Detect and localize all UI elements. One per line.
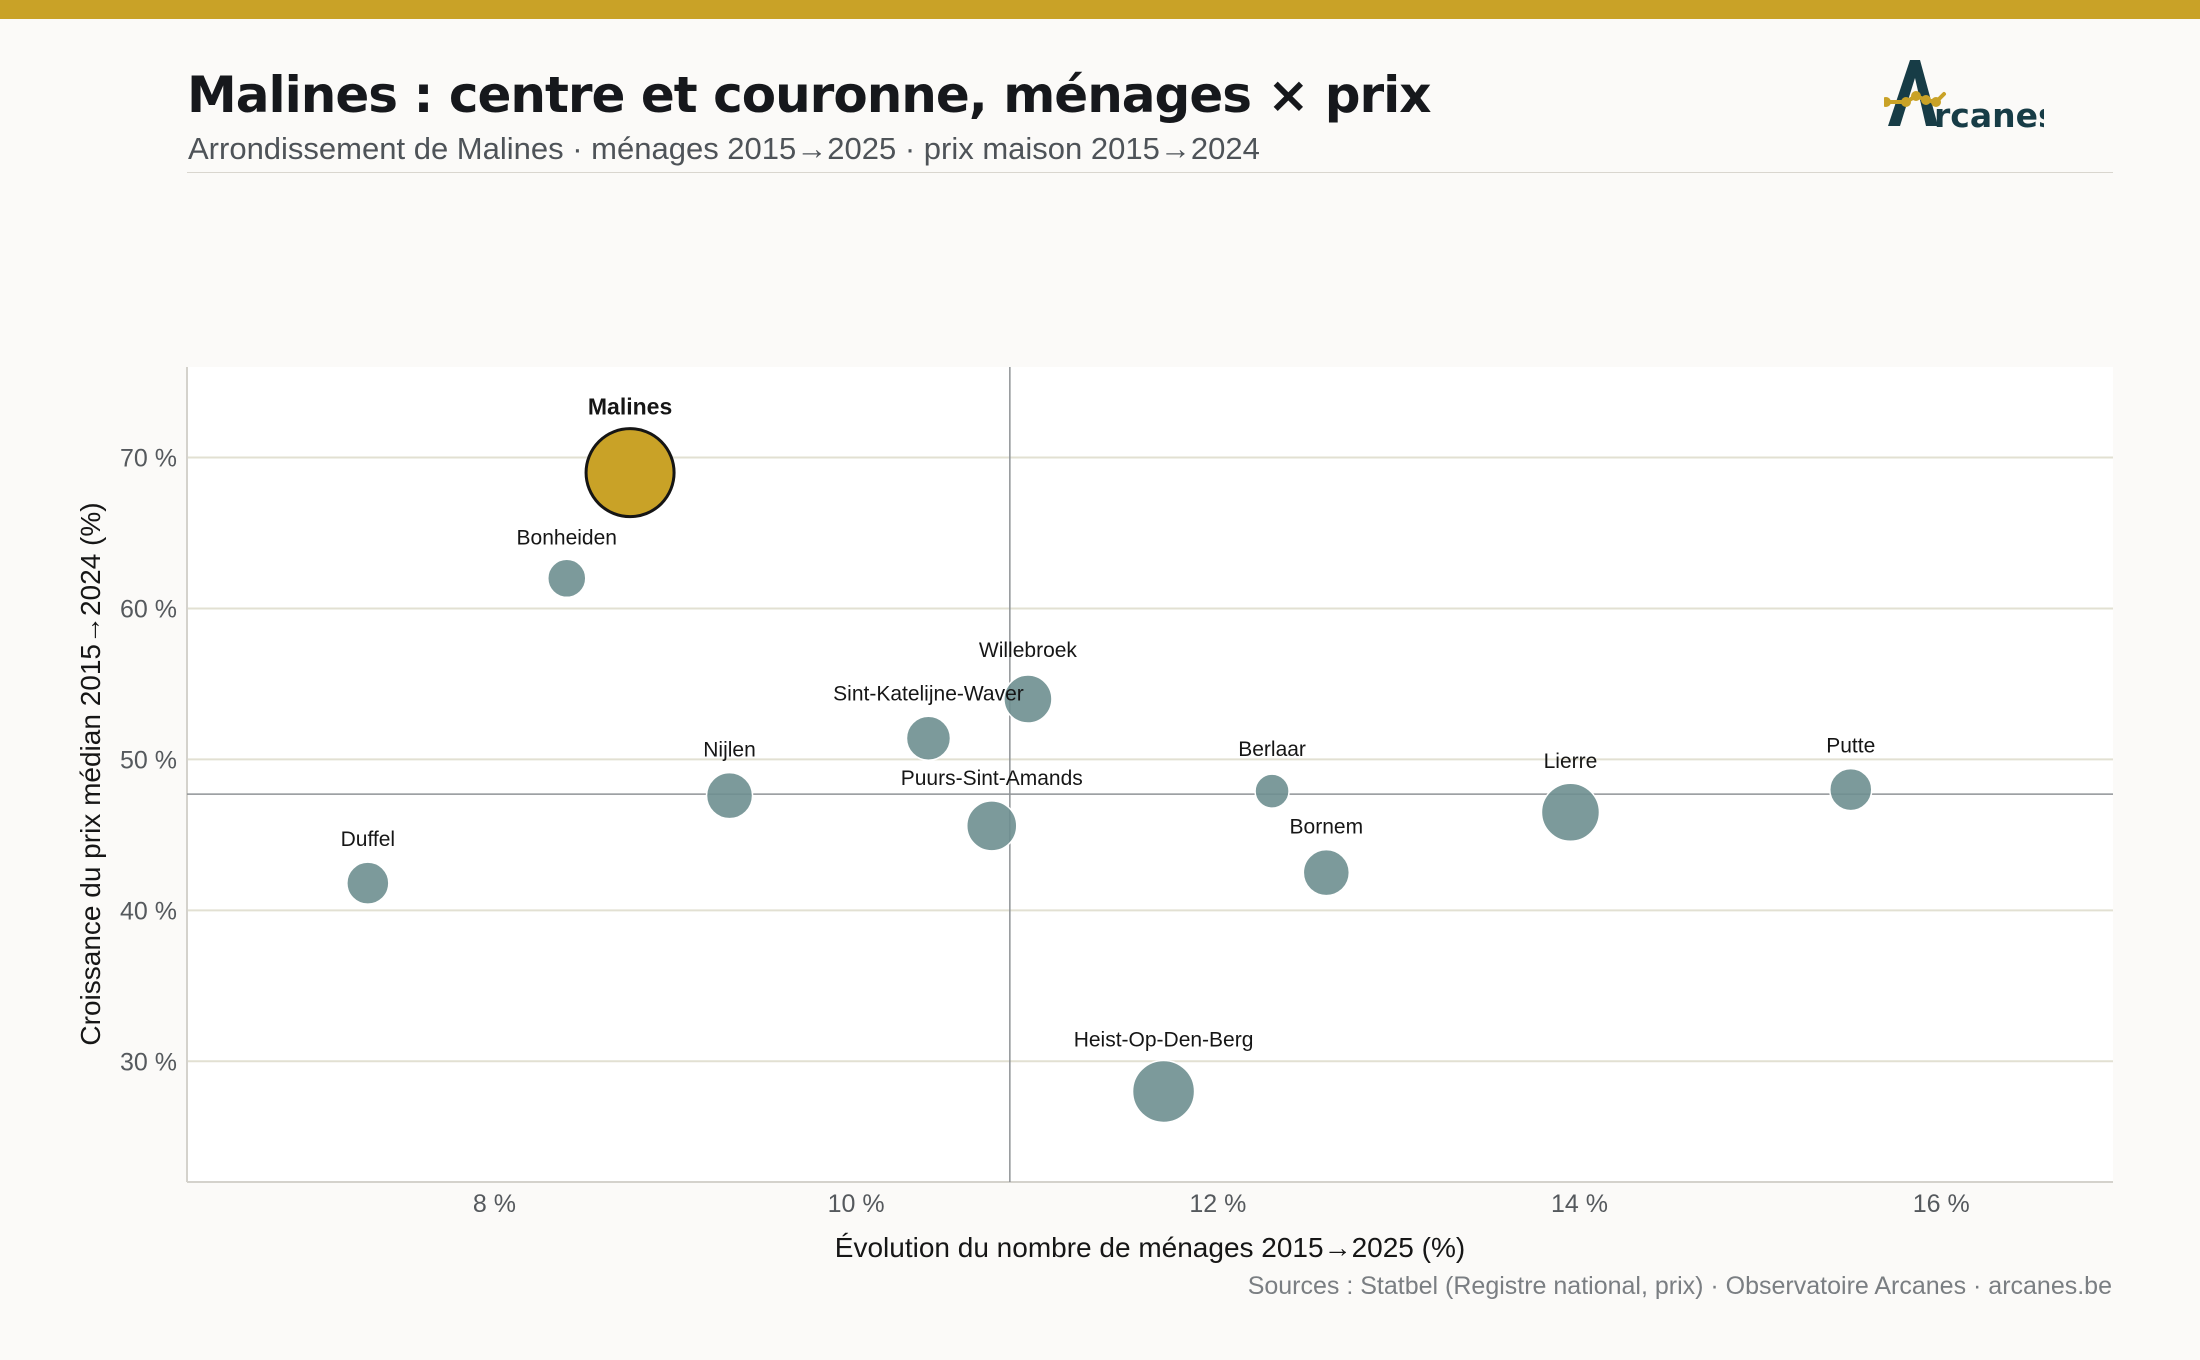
point-label-puurs-sint-amands: Puurs-Sint-Amands <box>901 767 1083 790</box>
bubble-malines <box>584 427 676 519</box>
point-label-lierre: Lierre <box>1544 750 1598 773</box>
point-label-heist-op-den-berg: Heist-Op-Den-Berg <box>1074 1028 1254 1051</box>
arcanes-a-logo-icon <box>1884 60 1946 126</box>
bubble-putte <box>1829 767 1873 812</box>
point-label-putte: Putte <box>1826 735 1875 758</box>
bubble-berlaar <box>1254 773 1290 809</box>
bubble-nijlen <box>705 771 754 820</box>
y-tick-label: 40 % <box>120 897 177 925</box>
point-label-malines: Malines <box>588 394 672 420</box>
source-note: Sources : Statbel (Registre national, pr… <box>1247 1272 2112 1300</box>
bubble-bornem <box>1302 848 1351 897</box>
bubble-bonheiden <box>547 558 587 599</box>
header-divider <box>187 172 2113 173</box>
point-label-berlaar: Berlaar <box>1238 738 1306 761</box>
point-label-sint-katelijne-waver: Sint-Katelijne-Waver <box>833 682 1024 705</box>
x-axis-title: Évolution du nombre de ménages 2015→2025… <box>835 1232 1465 1263</box>
x-tick-label: 12 % <box>1189 1190 1246 1218</box>
plot-area <box>187 367 2113 1182</box>
logo-wordmark: rcanes <box>1934 96 2044 135</box>
bubble-lierre <box>1540 782 1601 842</box>
point-label-duffel: Duffel <box>341 828 395 851</box>
x-tick-label: 8 % <box>473 1190 516 1218</box>
x-tick-label: 10 % <box>828 1190 885 1218</box>
point-label-willebroek: Willebroek <box>979 639 1078 662</box>
bubble-heist-op-den-berg <box>1131 1059 1196 1124</box>
x-tick-label: 16 % <box>1913 1190 1970 1218</box>
page-subtitle: Arrondissement de Malines · ménages 2015… <box>188 131 1260 166</box>
bubble-puurs-sint-amands <box>966 800 1018 852</box>
point-label-nijlen: Nijlen <box>703 739 756 762</box>
bubble-duffel <box>346 861 390 905</box>
bubble-willebroek <box>1003 674 1053 724</box>
y-tick-label: 60 % <box>120 595 177 623</box>
y-axis-title: Croissance du prix médian 2015→2024 (%) <box>75 502 106 1045</box>
point-label-bornem: Bornem <box>1290 816 1364 839</box>
y-tick-label: 70 % <box>120 445 177 473</box>
y-tick-label: 50 % <box>120 746 177 774</box>
x-tick-label: 14 % <box>1551 1190 1608 1218</box>
page-title: Malines : centre et couronne, ménages × … <box>187 66 1432 124</box>
point-label-bonheiden: Bonheiden <box>517 526 617 549</box>
y-tick-label: 30 % <box>120 1048 177 1076</box>
bubble-sint-katelijne-waver <box>905 715 952 762</box>
top-accent-bar <box>0 0 2200 19</box>
arcanes-logo: rcanes <box>1884 60 2044 135</box>
